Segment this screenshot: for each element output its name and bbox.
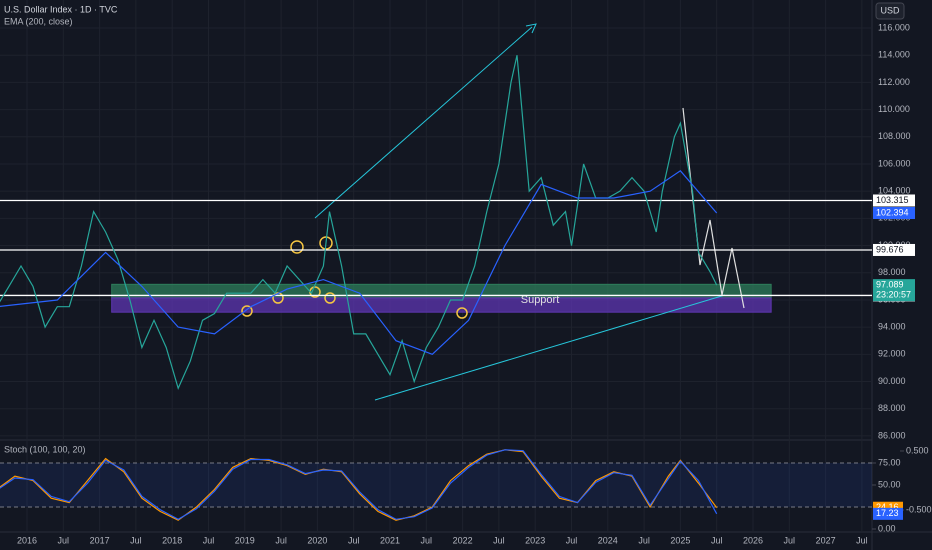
drawings bbox=[241, 23, 745, 401]
x-tick-label: Jul bbox=[275, 535, 287, 545]
x-tick-label: 2019 bbox=[235, 535, 255, 545]
oscillator-line bbox=[0, 449, 718, 520]
arrow-head bbox=[525, 23, 537, 34]
y2-tick-label: 0.500 bbox=[906, 445, 929, 455]
value-tag-label: 24.16 bbox=[876, 502, 899, 512]
currency[interactable]: USD bbox=[880, 5, 900, 15]
y-tick-label: 106.000 bbox=[878, 158, 911, 168]
subtitle: EMA (200, close) bbox=[4, 16, 73, 26]
zone bbox=[111, 297, 772, 313]
x-tick-label: 2024 bbox=[598, 535, 618, 545]
price-tag-label: 97.089 bbox=[876, 280, 904, 290]
x-tick-label: 2023 bbox=[525, 535, 545, 545]
x-tick-label: Jul bbox=[566, 535, 578, 545]
currency-button[interactable] bbox=[875, 2, 905, 20]
x-tick-label: 2018 bbox=[162, 535, 182, 545]
x-tick-label: 2022 bbox=[453, 535, 473, 545]
x-tick-label: Jul bbox=[58, 535, 70, 545]
price-tag bbox=[873, 243, 915, 256]
marker bbox=[456, 307, 468, 319]
x-tick-label: Jul bbox=[784, 535, 796, 545]
price-axis-bg bbox=[872, 0, 932, 550]
x-tick-label: Jul bbox=[130, 535, 142, 545]
x-tick-label: Jul bbox=[421, 535, 433, 545]
y-tick-label: 114.000 bbox=[878, 50, 910, 60]
price-line bbox=[0, 55, 718, 391]
x-tick-label: 2027 bbox=[816, 535, 836, 545]
y-tick-label: 116.000 bbox=[878, 22, 910, 32]
y-tick-label: 108.000 bbox=[878, 131, 911, 141]
y2-tick-label: -0.500 bbox=[906, 504, 932, 514]
price-tag-label: 103.315 bbox=[876, 195, 909, 205]
price-line bbox=[0, 170, 718, 355]
y-tick-label: 86.000 bbox=[878, 430, 906, 440]
value-tag bbox=[873, 507, 903, 520]
y-tick-label: 110.000 bbox=[878, 104, 910, 114]
title: U.S. Dollar Index · 1D · TVC bbox=[4, 4, 118, 14]
x-tick-label: 2021 bbox=[380, 535, 400, 545]
x-tick-label: 2026 bbox=[743, 535, 763, 545]
x-tick-label: 2017 bbox=[90, 535, 110, 545]
price-tag bbox=[873, 279, 915, 302]
y-tick-label: 50.00 bbox=[878, 479, 901, 489]
x-tick-label: 2016 bbox=[17, 535, 37, 545]
price-tag bbox=[873, 194, 915, 207]
x-tick-label: 2020 bbox=[307, 535, 327, 545]
oscillator-band bbox=[0, 463, 872, 507]
countdown: 23:20:57 bbox=[876, 290, 911, 300]
oscillator-title: Stoch (100, 100, 20) bbox=[4, 444, 86, 454]
annotation: Support bbox=[521, 294, 560, 306]
y-tick-label: 75.00 bbox=[878, 457, 901, 467]
marker bbox=[290, 240, 304, 254]
value-tag-label: 17.23 bbox=[876, 508, 899, 518]
price-tag-label: 99.676 bbox=[876, 244, 904, 254]
y-tick-label: 92.000 bbox=[878, 349, 906, 359]
price-tag bbox=[873, 207, 915, 220]
y-tick-label: 88.000 bbox=[878, 403, 906, 413]
x-tick-label: Jul bbox=[203, 535, 215, 545]
marker bbox=[241, 305, 253, 317]
x-tick-label: 2025 bbox=[670, 535, 690, 545]
trend-line bbox=[374, 294, 726, 401]
y-tick-label: 104.000 bbox=[878, 186, 911, 196]
x-tick-label: Jul bbox=[711, 535, 723, 545]
marker bbox=[319, 236, 333, 250]
y-tick-label: 98.000 bbox=[878, 267, 906, 277]
x-tick-label: Jul bbox=[856, 535, 868, 545]
y-tick-label: 112.000 bbox=[878, 77, 910, 87]
x-tick-label: Jul bbox=[493, 535, 505, 545]
x-tick-label: Jul bbox=[638, 535, 650, 545]
price-tag-label: 102.394 bbox=[876, 207, 909, 217]
trend-line bbox=[314, 26, 533, 219]
y-tick-label: 90.000 bbox=[878, 376, 906, 386]
marker bbox=[324, 292, 336, 304]
y-tick-label: 94.000 bbox=[878, 322, 906, 332]
x-tick-label: Jul bbox=[348, 535, 360, 545]
y-tick-label: 0.00 bbox=[878, 523, 896, 533]
